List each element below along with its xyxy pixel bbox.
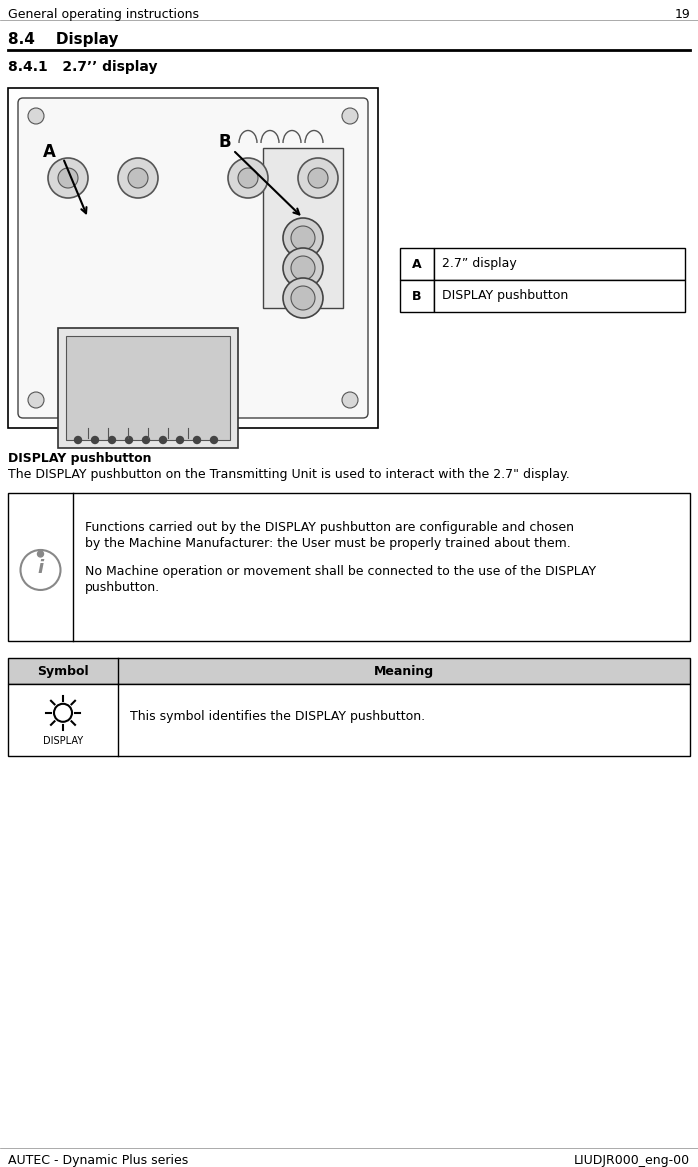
Text: DISPLAY: DISPLAY	[43, 736, 83, 746]
Text: B: B	[218, 133, 230, 151]
Circle shape	[342, 109, 358, 124]
Text: A: A	[43, 144, 56, 161]
Bar	[8, 684, 690, 756]
Text: Functions carried out by the DISPLAY pushbutton are configurable and chosen: Functions carried out by the DISPLAY pus…	[85, 520, 574, 534]
Text: Symbol: Symbol	[37, 664, 89, 678]
Circle shape	[126, 436, 133, 443]
Text: DISPLAY pushbutton: DISPLAY pushbutton	[8, 452, 151, 464]
Bar	[263, 148, 343, 308]
Text: The DISPLAY pushbutton on the Transmitting Unit is used to interact with the 2.7: The DISPLAY pushbutton on the Transmitti…	[8, 468, 570, 481]
Text: LIUDJR000_eng-00: LIUDJR000_eng-00	[574, 1154, 690, 1167]
Circle shape	[28, 109, 44, 124]
Bar	[8, 492, 690, 641]
Text: DISPLAY pushbutton: DISPLAY pushbutton	[442, 289, 568, 302]
Circle shape	[298, 158, 338, 198]
Circle shape	[342, 392, 358, 408]
Circle shape	[291, 286, 315, 310]
Text: General operating instructions: General operating instructions	[8, 8, 199, 21]
Bar	[58, 328, 238, 448]
Circle shape	[91, 436, 98, 443]
Circle shape	[128, 168, 148, 188]
Text: 8.4    Display: 8.4 Display	[8, 32, 119, 47]
Text: A: A	[413, 258, 422, 271]
Circle shape	[211, 436, 218, 443]
Circle shape	[20, 550, 61, 591]
Circle shape	[291, 256, 315, 280]
Circle shape	[308, 168, 328, 188]
Text: B: B	[413, 289, 422, 302]
Text: AUTEC - Dynamic Plus series: AUTEC - Dynamic Plus series	[8, 1154, 188, 1167]
Text: Meaning: Meaning	[374, 664, 434, 678]
Text: This symbol identifies the DISPLAY pushbutton.: This symbol identifies the DISPLAY pushb…	[130, 710, 425, 722]
Circle shape	[118, 158, 158, 198]
Text: pushbutton.: pushbutton.	[85, 581, 160, 594]
Circle shape	[54, 704, 72, 722]
Circle shape	[48, 158, 88, 198]
Circle shape	[108, 436, 115, 443]
Bar	[8, 88, 378, 428]
Text: by the Machine Manufacturer: the User must be properly trained about them.: by the Machine Manufacturer: the User mu…	[85, 537, 571, 550]
Bar	[66, 336, 230, 440]
FancyBboxPatch shape	[18, 98, 368, 418]
Circle shape	[283, 218, 323, 258]
Circle shape	[58, 168, 78, 188]
Circle shape	[193, 436, 200, 443]
Circle shape	[28, 392, 44, 408]
Bar	[434, 249, 685, 280]
Circle shape	[142, 436, 149, 443]
Bar	[8, 658, 690, 684]
Text: i: i	[38, 559, 43, 576]
Circle shape	[283, 249, 323, 288]
Text: 19: 19	[674, 8, 690, 21]
Text: 2.7” display: 2.7” display	[442, 258, 517, 271]
Bar	[434, 280, 685, 312]
Circle shape	[177, 436, 184, 443]
Text: 8.4.1   2.7’’ display: 8.4.1 2.7’’ display	[8, 60, 158, 74]
Circle shape	[283, 278, 323, 317]
Circle shape	[291, 226, 315, 250]
Circle shape	[238, 168, 258, 188]
Circle shape	[38, 551, 43, 557]
Bar	[400, 280, 434, 312]
Bar	[400, 249, 434, 280]
Text: No Machine operation or movement shall be connected to the use of the DISPLAY: No Machine operation or movement shall b…	[85, 565, 596, 578]
Circle shape	[160, 436, 167, 443]
Circle shape	[75, 436, 82, 443]
Circle shape	[228, 158, 268, 198]
